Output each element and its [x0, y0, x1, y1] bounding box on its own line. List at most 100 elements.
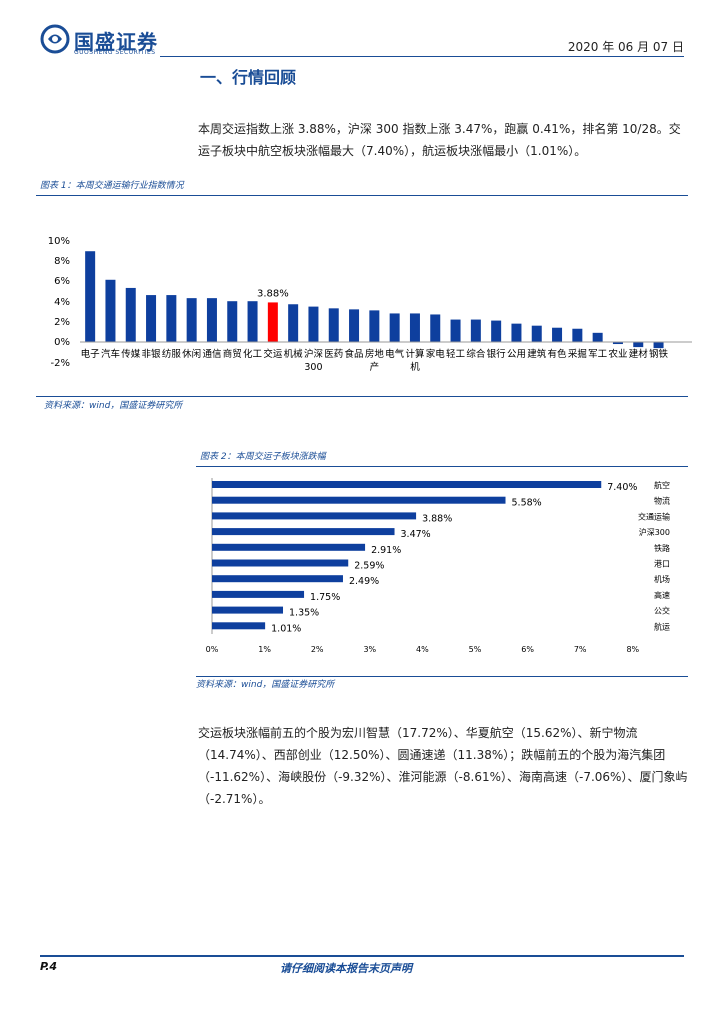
figure1-bar: [491, 320, 502, 342]
figure1-bar: [552, 327, 563, 342]
figure1-bar: [166, 295, 177, 342]
figure1-category-label: 汽车: [101, 348, 120, 360]
figure1-bar: [267, 302, 278, 342]
figure1-bar: [531, 325, 542, 342]
figure1-category-label: 传媒: [121, 348, 141, 360]
figure1-bar: [227, 301, 238, 342]
figure2-bar: [212, 543, 366, 551]
figure1-category-label: 公用: [507, 349, 526, 360]
figure1-category-label: 产: [370, 361, 380, 373]
figure1-category-label: 机: [410, 361, 420, 373]
figure1-bar: [288, 304, 299, 342]
figure1-category-label: 医药: [324, 349, 343, 360]
figure2-bar: [212, 559, 349, 567]
figure1-ytick: 0%: [54, 337, 70, 348]
figure1-category-label: 休闲: [182, 348, 201, 360]
figure2-data-label: 1.75%: [310, 592, 340, 603]
figure1-bar: [247, 301, 258, 342]
figure1-category-label: 综合: [466, 348, 486, 360]
figure1-category-label: 化工: [243, 348, 263, 360]
figure2-xtick: 4%: [416, 645, 429, 654]
figure2-category-label: 高速: [654, 590, 670, 600]
figure1-bar: [653, 342, 664, 349]
figure1-top-rule: [36, 195, 688, 196]
section-title: 一、行情回顾: [200, 68, 297, 87]
figure2-source: 资料来源：wind，国盛证券研究所: [196, 680, 335, 690]
figure2-category-label: 机场: [654, 574, 670, 584]
footer-notice: 请仔细阅读本报告末页声明: [280, 962, 412, 975]
figure2-data-label: 1.35%: [289, 608, 319, 619]
figure1-data-label: 3.88%: [257, 288, 289, 299]
figure1-bar: [409, 313, 420, 342]
figure1-ytick: 10%: [48, 236, 70, 247]
logo-subtext: GUOSHENG SECURITIES: [74, 49, 156, 56]
figure2-data-label: 2.59%: [354, 561, 384, 572]
figure1-bar: [308, 306, 319, 342]
figure1-category-label: 非银: [142, 348, 162, 360]
figure1-category-label: 计算: [405, 348, 424, 360]
figure1-ytick: 4%: [54, 297, 70, 308]
figure1-category-label: 通信: [202, 348, 221, 360]
figure1-yaxis: 10% 8% 6% 4% 2% 0% -2%: [48, 236, 70, 369]
figure2-bar: [212, 622, 266, 630]
figure2-category-label: 交通运输: [638, 511, 670, 521]
figure1-caption: 图表 1：本周交通运输行业指数情况: [40, 181, 184, 191]
figure1-category-label: 军工: [588, 349, 608, 360]
figure1-category-label: 农业: [608, 348, 627, 360]
logo-text: 国盛证券: [74, 30, 158, 54]
figure1-bar: [206, 298, 217, 342]
figure2-category-label: 物流: [654, 496, 670, 506]
figure1-ytick: -2%: [51, 358, 70, 369]
stocks-paragraph: 交运板块涨幅前五的个股为宏川智慧（17.72%）、华夏航空（15.62%）、新宁…: [198, 726, 688, 806]
figure2-bar: [212, 590, 305, 598]
figure2-xtick: 3%: [363, 645, 376, 654]
figure2-category-label: 公交: [654, 606, 670, 616]
figure2-chart: 7.40% 航空 5.58% 物流 3.88% 交通运输 3.47% 沪深300 2.91% 铁路…: [206, 478, 670, 654]
figure1-category-label: 采掘: [568, 348, 587, 360]
figure2-category-label: 铁路: [654, 543, 670, 553]
figure2-top-rule: [196, 466, 688, 467]
figure1-category-label: 食品: [345, 348, 364, 360]
figure2-bar: [212, 496, 506, 504]
figure1-bar: [592, 332, 603, 342]
figure2-bar: [212, 481, 602, 488]
figure2-data-label: 2.49%: [349, 576, 379, 587]
figure1-source: 资料来源：wind，国盛证券研究所: [44, 401, 183, 411]
figure1-category-label: 房地: [365, 348, 385, 360]
figure1-category-label: 纺服: [162, 348, 182, 360]
figure2-xtick: 6%: [521, 645, 534, 654]
figure2-xtick: 8%: [626, 645, 639, 654]
figure2-data-label: 2.91%: [371, 545, 401, 556]
figure1-category-label: 钢铁: [649, 348, 669, 360]
figure1-bar: [105, 279, 116, 342]
figure1-category-label: 有色: [548, 348, 568, 360]
figure2-xtick: 0%: [206, 645, 219, 654]
figure2-xtick: 5%: [469, 645, 482, 654]
figure1-bar: [450, 319, 461, 342]
summary-paragraph: 本周交运指数上涨 3.88%，沪深 300 指数上涨 3.47%，跑赢 0.41…: [198, 122, 681, 158]
figure2-bar: [212, 512, 417, 520]
figure2-bar: [212, 575, 343, 583]
logo-mark-icon: [40, 24, 70, 54]
figure1-category-label: 商贸: [223, 348, 242, 360]
figure2-category-label: 航空: [654, 480, 670, 490]
figure2-category-label: 港口: [654, 559, 670, 569]
figure2-category-label: 航运: [654, 621, 670, 631]
figure1-ytick: 6%: [54, 276, 70, 287]
figure1-bar: [186, 298, 197, 342]
figure1-category-label: 银行: [487, 348, 507, 360]
figure2-data-label: 7.40%: [607, 482, 637, 493]
figure1-category-label: 电气: [385, 348, 405, 360]
figure2-data-label: 5.58%: [512, 498, 542, 509]
figure1-category-label: 建筑: [527, 348, 547, 360]
figure2-category-label: 沪深300: [639, 527, 670, 537]
figure2-xtick: 2%: [311, 645, 324, 654]
report-date: 2020 年 06 月 07 日: [567, 40, 684, 54]
figure1-bar: [470, 319, 481, 342]
figure1-bar: [430, 314, 441, 342]
figure1-bar: [633, 342, 644, 348]
logo: 国盛证券 GUOSHENG SECURITIES: [40, 24, 160, 56]
figure1-ytick: 2%: [54, 317, 70, 328]
figure2-data-label: 3.47%: [401, 529, 431, 540]
figure1-chart: 10% 8% 6% 4% 2% 0% -2% 电子 汽车 传媒 非银 纺服 休闲 通信 商贸化…: [48, 236, 692, 373]
